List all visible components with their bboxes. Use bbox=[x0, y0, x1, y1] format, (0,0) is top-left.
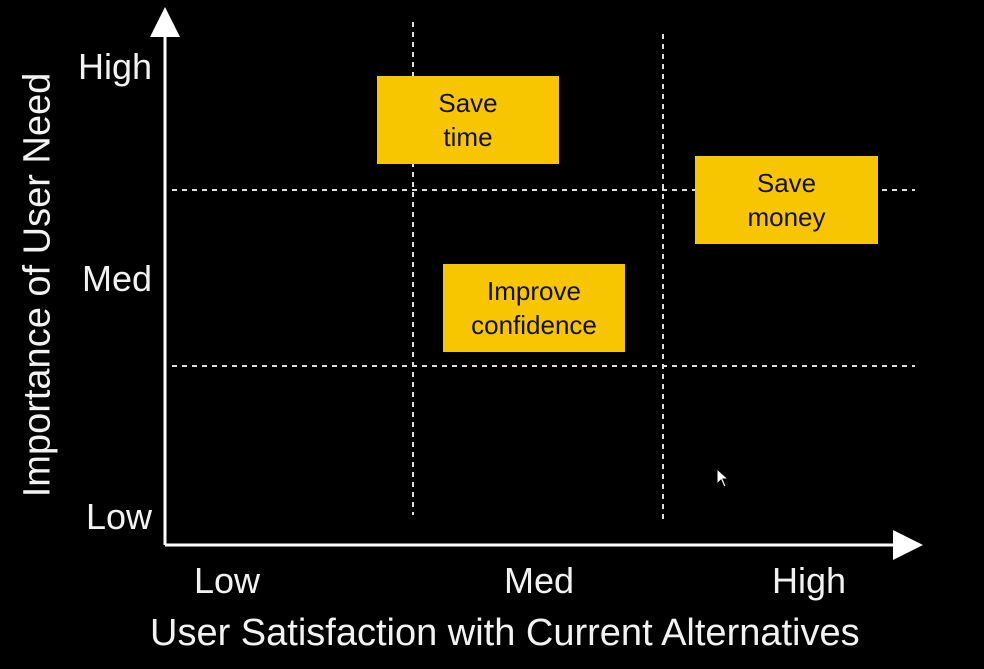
x-tick-high: High bbox=[771, 560, 847, 601]
note-improve-confidence: Improve confidence bbox=[443, 264, 625, 352]
x-axis-title: User Satisfaction with Current Alternati… bbox=[150, 612, 860, 654]
note-save-money-line1: Save bbox=[756, 168, 817, 198]
note-save-money-line2: money bbox=[747, 202, 826, 232]
x-tick-med: Med bbox=[503, 560, 575, 601]
y-axis-title: Importance of User Need bbox=[16, 72, 59, 498]
mouse-pointer-icon bbox=[716, 468, 730, 488]
note-save-money: Save money bbox=[695, 156, 878, 244]
note-save-time: Save time bbox=[377, 76, 559, 164]
note-improve-confidence-line2: confidence bbox=[471, 310, 597, 340]
y-tick-high: High bbox=[77, 46, 152, 87]
x-tick-low: Low bbox=[193, 560, 261, 601]
note-save-time-line2: time bbox=[443, 122, 493, 152]
note-improve-confidence-line1: Improve bbox=[487, 276, 581, 306]
y-tick-low: Low bbox=[85, 496, 152, 537]
note-save-time-line1: Save bbox=[438, 88, 498, 118]
y-tick-med: Med bbox=[81, 258, 152, 299]
